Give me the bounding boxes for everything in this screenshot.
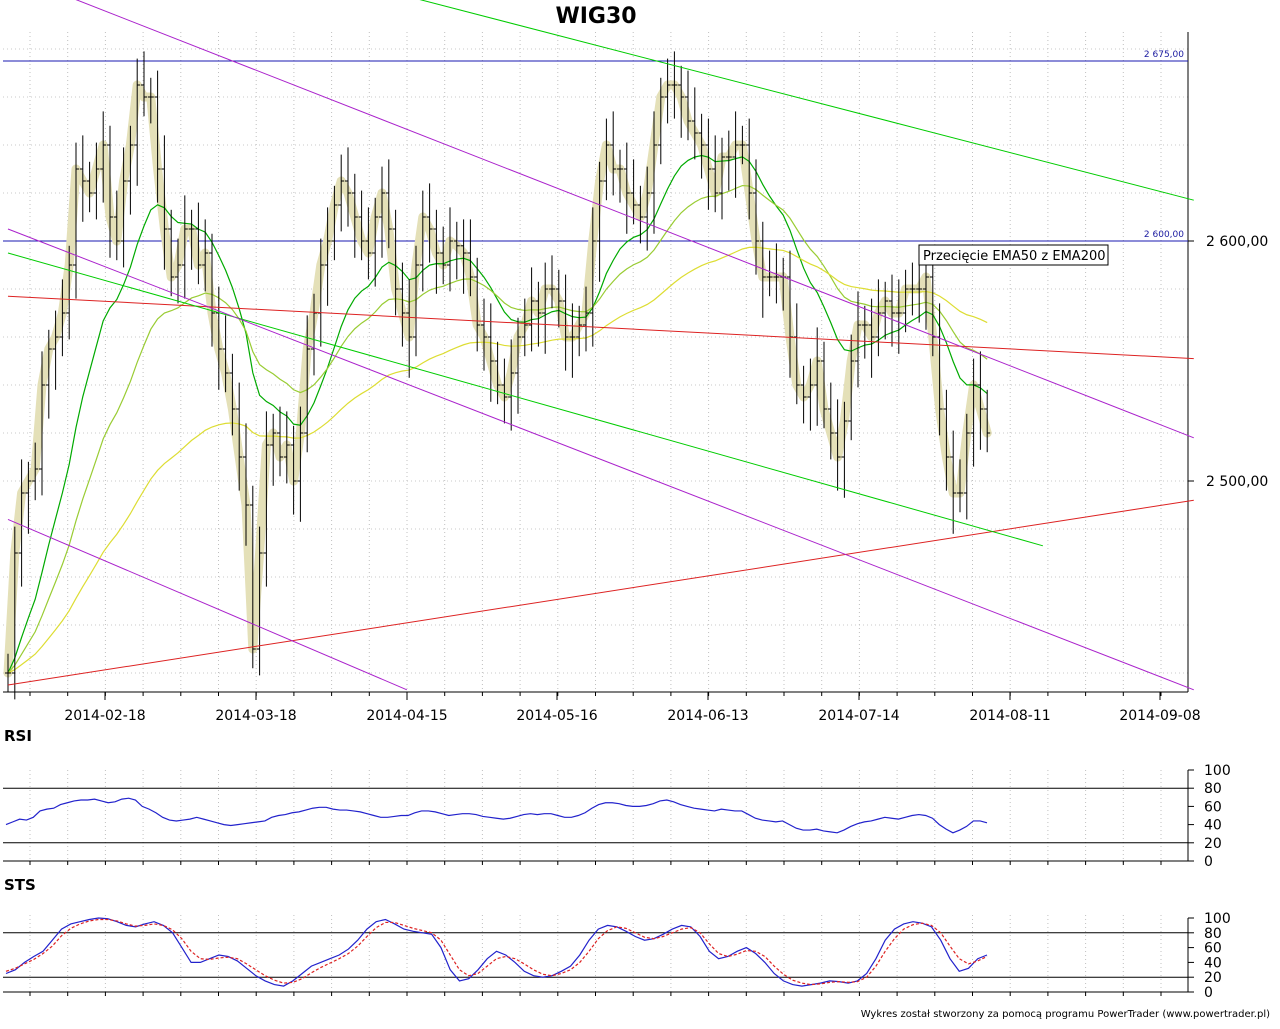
x-tick-label: 2014-09-08	[1119, 708, 1200, 724]
trend-line	[7, 295, 1194, 360]
x-tick-label: 2014-07-14	[818, 708, 899, 724]
trend-line	[7, 499, 1194, 686]
ema-line	[7, 154, 988, 674]
trend-line	[75, 0, 1194, 439]
y-tick-label: 2 600,00	[1206, 234, 1268, 250]
indicator-y-label: 0	[1204, 985, 1213, 1001]
y-tick-label: 2 500,00	[1206, 474, 1268, 490]
indicator-y-label: 60	[1204, 941, 1222, 957]
x-tick-label: 2014-06-13	[667, 708, 748, 724]
indicator-y-label: 40	[1204, 955, 1222, 971]
annotation-box	[918, 244, 1109, 266]
indicator-y-label: 20	[1204, 836, 1222, 852]
ema-line	[7, 184, 988, 674]
x-tick-label: 2014-08-11	[969, 708, 1050, 724]
annotation-text: Przecięcie EMA50 z EMA200	[923, 249, 1106, 264]
trend-line	[7, 228, 1194, 691]
sts-panel-title: STS	[4, 876, 36, 894]
rsi-panel: 0 20 40 60 80 100	[3, 763, 1231, 870]
indicator-y-label: 0	[1204, 854, 1213, 870]
indicator-y-label: 80	[1204, 781, 1222, 797]
indicator-y-label: 80	[1204, 926, 1222, 942]
indicator-y-label: 40	[1204, 818, 1222, 834]
x-tick-label: 2014-05-16	[516, 708, 597, 724]
rsi-panel-title: RSI	[4, 727, 32, 745]
trend-line	[7, 518, 408, 691]
trend-line	[7, 252, 1043, 547]
indicator-line	[5, 917, 988, 987]
x-tick-label: 2014-02-18	[64, 708, 145, 724]
indicator-line	[5, 797, 988, 834]
level-label: 2 600,00	[1144, 230, 1184, 240]
trend-line	[419, 0, 1194, 201]
indicator-line	[5, 918, 988, 986]
level-label: 2 675,00	[1144, 50, 1184, 60]
indicator-y-label: 100	[1204, 763, 1231, 779]
indicator-y-label: 20	[1204, 970, 1222, 986]
price-panel: 2014-02-18 2014-03-18 2014-04-15 2014-05-16…	[3, 0, 1268, 724]
indicator-y-label: 60	[1204, 799, 1222, 815]
footer-credit: Wykres został stworzony za pomocą progra…	[861, 1009, 1270, 1020]
chart-title: WIG30	[555, 4, 636, 29]
indicator-y-label: 100	[1204, 911, 1231, 927]
annotation: Przecięcie EMA50 z EMA200	[918, 244, 1109, 266]
x-tick-label: 2014-03-18	[215, 708, 296, 724]
grid	[3, 32, 1188, 996]
x-tick-label: 2014-04-15	[366, 708, 447, 724]
